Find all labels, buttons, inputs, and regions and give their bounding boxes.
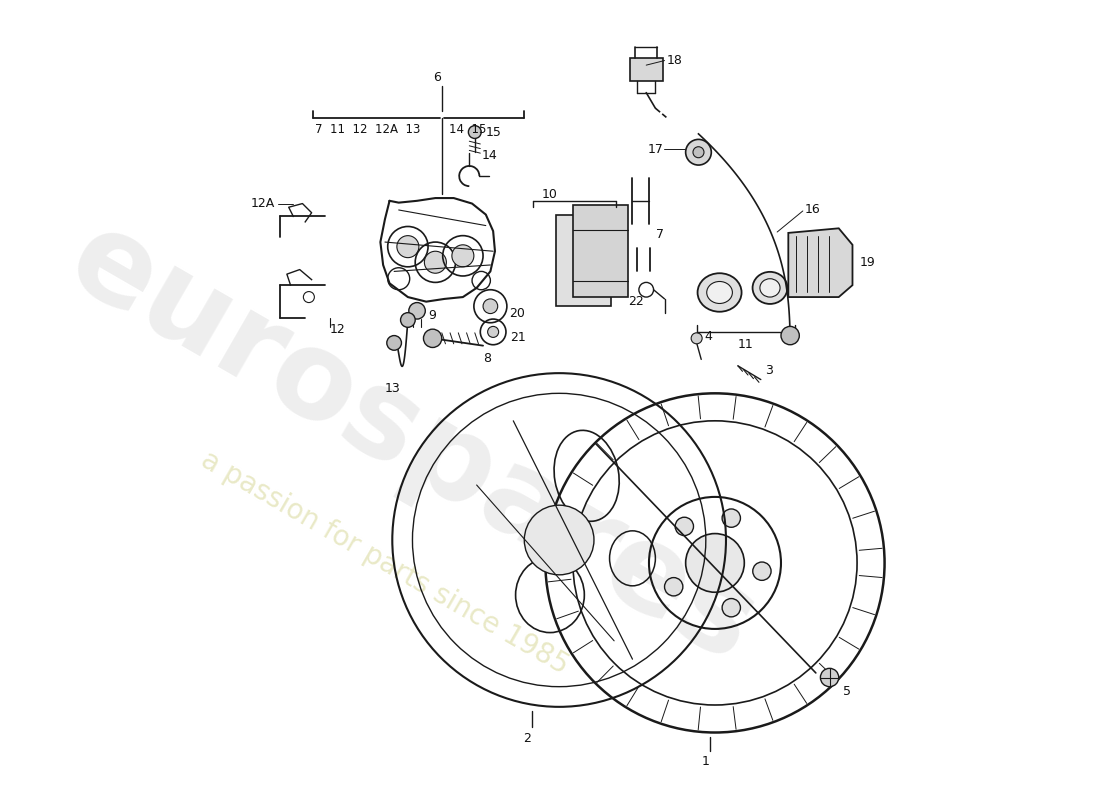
Circle shape bbox=[424, 329, 442, 347]
Text: a passion for parts since 1985: a passion for parts since 1985 bbox=[196, 446, 574, 680]
Circle shape bbox=[781, 326, 800, 345]
Text: 14: 14 bbox=[482, 150, 498, 162]
Text: 13: 13 bbox=[384, 382, 400, 395]
Circle shape bbox=[685, 534, 745, 592]
Circle shape bbox=[691, 333, 702, 344]
Text: eurospares: eurospares bbox=[48, 200, 777, 687]
Polygon shape bbox=[789, 228, 852, 297]
Text: 22: 22 bbox=[628, 295, 643, 308]
Text: 9: 9 bbox=[428, 309, 436, 322]
Text: 17: 17 bbox=[648, 143, 664, 156]
Circle shape bbox=[409, 302, 426, 319]
Ellipse shape bbox=[752, 272, 788, 304]
Text: 10: 10 bbox=[542, 188, 558, 201]
Text: 11: 11 bbox=[737, 338, 754, 351]
Circle shape bbox=[685, 139, 712, 165]
Bar bbox=[573, 206, 628, 297]
Bar bbox=[557, 214, 612, 306]
Text: 19: 19 bbox=[860, 256, 876, 269]
Circle shape bbox=[821, 668, 838, 686]
Circle shape bbox=[693, 146, 704, 158]
Circle shape bbox=[469, 126, 481, 138]
Ellipse shape bbox=[760, 278, 780, 297]
Text: 21: 21 bbox=[509, 331, 526, 344]
Text: 6: 6 bbox=[433, 70, 441, 83]
Text: 12: 12 bbox=[330, 322, 345, 336]
Text: 7: 7 bbox=[657, 228, 664, 242]
Ellipse shape bbox=[697, 274, 741, 312]
Text: 8: 8 bbox=[483, 352, 491, 365]
Text: 20: 20 bbox=[508, 307, 525, 320]
Text: 15: 15 bbox=[486, 126, 502, 138]
Circle shape bbox=[487, 326, 498, 338]
Circle shape bbox=[397, 236, 419, 258]
Circle shape bbox=[400, 313, 415, 327]
Ellipse shape bbox=[706, 282, 733, 303]
Text: 7  11  12  12A  13: 7 11 12 12A 13 bbox=[316, 123, 420, 136]
Circle shape bbox=[525, 505, 594, 575]
Circle shape bbox=[722, 509, 740, 527]
Circle shape bbox=[675, 518, 693, 535]
Text: 12A: 12A bbox=[251, 197, 275, 210]
Text: 3: 3 bbox=[766, 364, 773, 377]
Circle shape bbox=[752, 562, 771, 580]
Text: 2: 2 bbox=[524, 733, 531, 746]
Text: 14  15: 14 15 bbox=[449, 123, 486, 136]
Bar bbox=[629, 58, 662, 81]
Text: 4: 4 bbox=[704, 330, 712, 343]
Text: 1: 1 bbox=[702, 755, 710, 768]
Text: 5: 5 bbox=[844, 685, 851, 698]
Text: 16: 16 bbox=[805, 202, 821, 216]
Circle shape bbox=[722, 598, 740, 617]
Circle shape bbox=[452, 245, 474, 267]
Circle shape bbox=[483, 299, 497, 314]
Circle shape bbox=[664, 578, 683, 596]
Circle shape bbox=[387, 335, 402, 350]
Circle shape bbox=[425, 251, 447, 274]
Text: 18: 18 bbox=[667, 54, 682, 67]
